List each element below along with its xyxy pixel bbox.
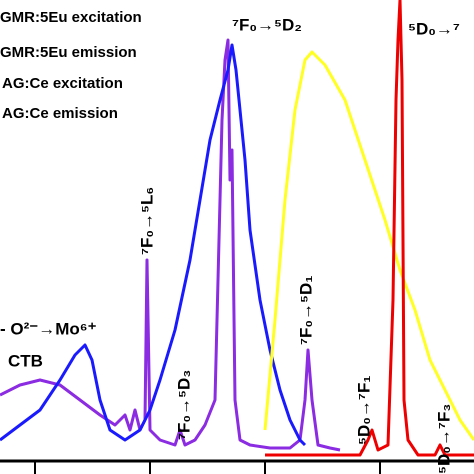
legend-entry: AG:Ce excitation [2, 75, 123, 92]
plot-area [0, 0, 474, 457]
series-line [0, 43, 307, 447]
legend-entry: GMR:5Eu excitation [0, 9, 142, 26]
x-tick-marks [34, 461, 381, 474]
annotation: ⁵D₀→⁷F₁ [354, 376, 373, 445]
annotation: ⁵D₀→⁷ [408, 19, 460, 38]
series-line [263, 50, 474, 441]
annotation: CTB [8, 351, 43, 370]
annotation: ⁷F₀→⁵L₆ [137, 187, 156, 255]
series-line [265, 0, 474, 457]
annotation: ⁷F₀→⁵D₁ [296, 276, 315, 345]
legend-entry: AG:Ce emission [2, 105, 118, 122]
legend-entry: GMR:5Eu emission [0, 44, 137, 61]
annotation: ⁷F₀→⁵D₂ [232, 15, 302, 34]
series-line [0, 38, 341, 452]
annotation: - O²⁻→Mo⁶⁺ [0, 319, 97, 338]
annotation: ⁷F₀→⁵D₃ [174, 370, 193, 440]
annotation: ⁵D₀→⁷F₃ [434, 404, 453, 474]
